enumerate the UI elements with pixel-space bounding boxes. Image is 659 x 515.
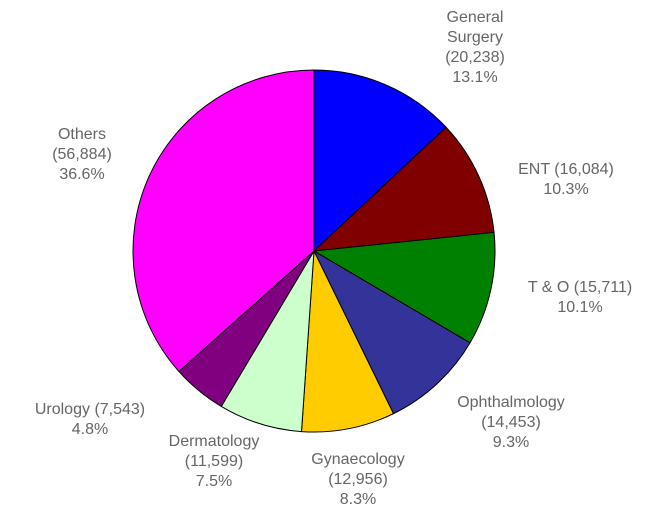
category-label: General Surgery [446,9,504,46]
value-label: (14,453) [481,414,541,431]
percent-label: 4.8% [71,421,109,438]
percent-label: 10.1% [557,299,603,316]
category-label: T & O [527,279,570,296]
pie-slice [300,249,395,433]
category-label: Others [57,126,106,143]
slice-label: Others (56,884) 36.6% [27,125,137,185]
category-label: ENT [518,161,550,178]
category-label: Gynaecology [311,451,405,468]
value-label: (20,238) [445,49,505,66]
pie-slice [312,126,495,252]
category-label: Ophthalmology [457,394,565,411]
percent-label: 7.5% [195,473,233,490]
category-label: Urology [34,401,90,418]
percent-label: 13.1% [452,69,498,86]
value-label: (16,084) [554,161,614,178]
slice-label: Ophthalmology (14,453) 9.3% [436,393,586,453]
slice-label: Dermatology (11,599) 7.5% [154,432,274,492]
value-label: (56,884) [52,146,112,163]
value-label: (12,956) [328,471,388,488]
pie-slice [132,69,315,373]
slice-label: T & O (15,711) 10.1% [510,278,650,318]
pie-slice [313,69,447,253]
slice-label: Gynaecology (12,956) 8.3% [293,450,423,510]
slice-label: ENT (16,084) 10.3% [496,160,636,200]
pie-slice [312,249,471,415]
slice-label: Urology (7,543) 4.8% [10,400,170,440]
pie-slice [312,231,496,344]
percent-label: 9.3% [492,434,530,451]
slice-label: General Surgery (20,238) 13.1% [430,8,520,88]
percent-label: 10.3% [543,181,589,198]
value-label: (15,711) [573,279,633,296]
value-label: (7,543) [94,401,146,418]
category-label: Dermatology [168,433,260,450]
percent-label: 8.3% [339,491,377,508]
percent-label: 36.6% [59,166,105,183]
value-label: (11,599) [184,453,244,470]
